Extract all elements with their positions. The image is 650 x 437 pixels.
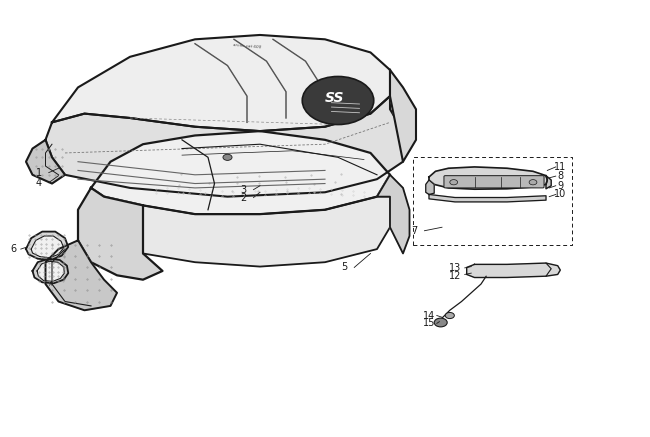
Polygon shape (377, 175, 410, 253)
Text: 8: 8 (557, 171, 564, 181)
Polygon shape (32, 259, 68, 283)
Text: 2: 2 (240, 193, 247, 202)
Circle shape (445, 312, 454, 319)
Polygon shape (78, 188, 162, 280)
Polygon shape (426, 180, 434, 194)
Text: 12: 12 (448, 271, 461, 281)
Text: 3: 3 (240, 185, 247, 194)
Circle shape (529, 180, 537, 185)
Polygon shape (91, 131, 390, 214)
Text: 9: 9 (557, 181, 564, 191)
Polygon shape (546, 176, 551, 189)
Polygon shape (46, 240, 117, 310)
FancyBboxPatch shape (444, 176, 544, 188)
Circle shape (434, 318, 447, 327)
Text: 10: 10 (554, 190, 566, 199)
Polygon shape (429, 194, 546, 202)
Circle shape (223, 154, 232, 160)
Text: A: A (49, 281, 53, 287)
Text: arctic cat 600: arctic cat 600 (233, 43, 261, 49)
Text: 14: 14 (423, 311, 435, 320)
Polygon shape (26, 232, 68, 260)
Polygon shape (31, 236, 64, 258)
Text: 15: 15 (422, 319, 436, 328)
Polygon shape (390, 70, 416, 162)
Text: 4: 4 (36, 178, 42, 187)
Polygon shape (52, 35, 390, 131)
Circle shape (450, 180, 458, 185)
Text: 13: 13 (449, 263, 461, 273)
Polygon shape (26, 140, 65, 184)
Polygon shape (46, 96, 403, 197)
Text: 7: 7 (411, 226, 418, 236)
Polygon shape (143, 197, 390, 267)
Text: SS: SS (325, 91, 344, 105)
Circle shape (302, 76, 374, 125)
Text: 11: 11 (554, 162, 566, 172)
Text: 1: 1 (36, 168, 42, 177)
Text: 5: 5 (341, 263, 348, 272)
Text: 6: 6 (10, 244, 16, 254)
Polygon shape (429, 167, 547, 189)
Polygon shape (467, 263, 560, 277)
Polygon shape (37, 261, 64, 281)
